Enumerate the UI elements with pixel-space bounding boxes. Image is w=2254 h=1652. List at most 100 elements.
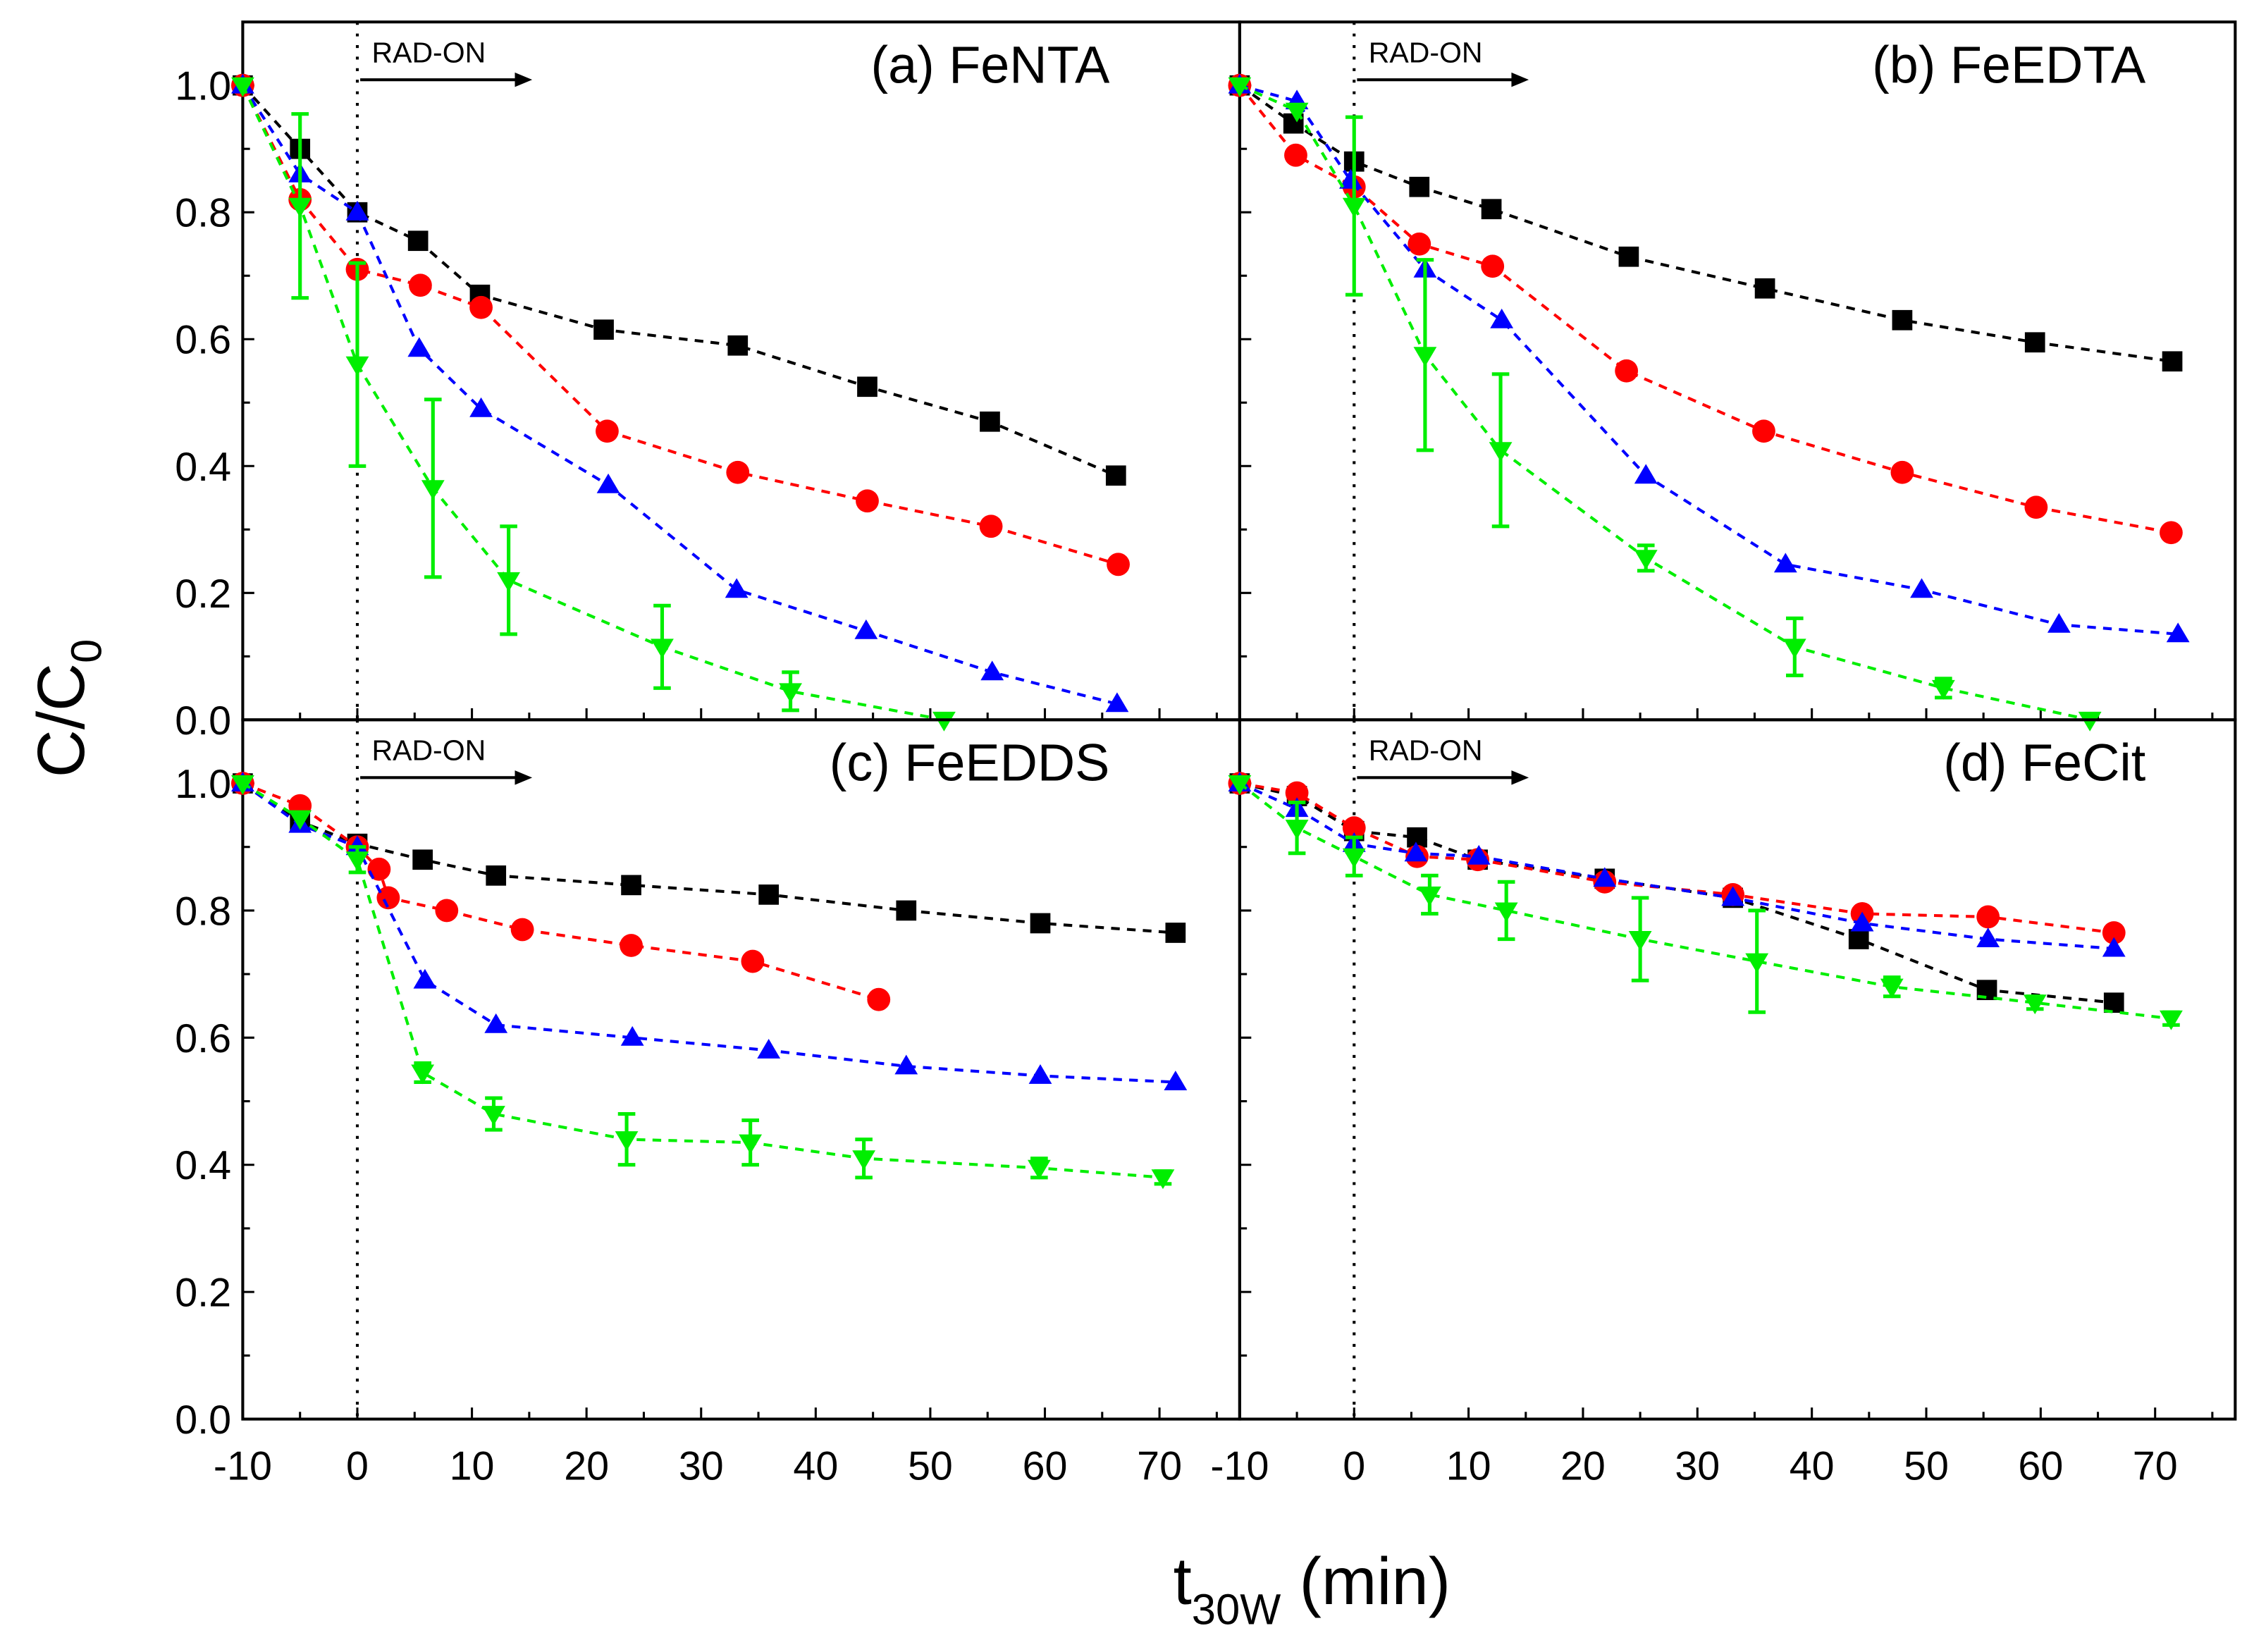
data-point <box>231 775 254 795</box>
data-point <box>1481 254 1505 278</box>
x-tick-label: 70 <box>1137 1444 1182 1489</box>
data-point <box>593 319 614 340</box>
data-point <box>435 899 459 923</box>
data-point <box>979 514 1003 538</box>
series-line <box>242 782 880 1001</box>
data-point <box>1910 578 1933 598</box>
data-point <box>1418 886 1441 906</box>
series-line <box>1239 84 2090 722</box>
data-point <box>739 1134 763 1154</box>
data-point <box>1754 278 1775 299</box>
data-point <box>1228 77 1252 97</box>
data-point <box>1028 1064 1052 1084</box>
data-point <box>620 934 643 957</box>
series-line <box>242 782 1176 935</box>
data-point <box>596 419 619 443</box>
data-point <box>1628 931 1652 951</box>
data-point <box>2162 351 2183 372</box>
data-point <box>1481 199 1502 220</box>
arrowhead-icon <box>1511 72 1529 87</box>
data-point <box>1342 848 1366 868</box>
data-point <box>1285 102 1309 123</box>
data-point <box>1285 781 1309 805</box>
x-tick-label: 30 <box>679 1444 724 1489</box>
data-point <box>469 397 493 417</box>
data-point <box>615 1131 639 1152</box>
data-point <box>510 918 534 942</box>
x-tick-label: 10 <box>1446 1444 1491 1489</box>
data-point <box>1105 692 1129 713</box>
y-tick-label: 1.0 <box>175 64 231 109</box>
data-point <box>1782 639 1806 659</box>
data-point <box>1976 905 2000 929</box>
data-point <box>1030 913 1051 934</box>
data-point <box>980 660 1004 681</box>
data-point <box>1342 816 1366 840</box>
data-point <box>1593 867 1617 887</box>
y-tick-label: 0.6 <box>175 318 231 363</box>
y-tick-label: 0.4 <box>175 445 231 490</box>
data-point <box>1494 902 1518 923</box>
data-point <box>1408 232 1431 256</box>
series-line <box>241 84 1117 477</box>
series-red <box>231 73 1130 577</box>
series-black <box>1229 75 2183 372</box>
series-blue <box>1228 73 2190 643</box>
data-point <box>421 480 445 500</box>
x-tick-label: 20 <box>1560 1444 1606 1489</box>
data-point <box>741 949 765 973</box>
data-point <box>2103 992 2124 1013</box>
panel-title: (c) FeEDDS <box>830 733 1110 791</box>
x-tick-label: 0 <box>346 1444 369 1489</box>
data-point <box>1404 842 1428 862</box>
y-tick-label: 1.0 <box>175 762 231 807</box>
data-point <box>932 711 956 732</box>
data-point <box>497 572 520 592</box>
data-point <box>1284 143 1307 167</box>
x-tick-label: 50 <box>908 1444 953 1489</box>
x-axis-title: t30W (min) <box>1174 1544 1451 1634</box>
data-point <box>407 337 431 357</box>
y-tick-label: 0.4 <box>175 1143 231 1188</box>
panel-3: -10 0 10 20 30 40 50 60 70 RAD-ON (d) FeCit <box>1210 718 2237 1489</box>
data-point <box>345 356 369 376</box>
panel-0: 0.0 0.2 0.4 0.6 0.8 1.0 RAD-ON (a) FeNTA <box>175 20 1241 744</box>
data-point <box>469 295 493 319</box>
rad-on-label: RAD-ON <box>371 734 486 767</box>
data-point <box>726 460 750 484</box>
data-point <box>1490 308 1514 328</box>
y-axis-title: C/C0 <box>24 639 111 778</box>
data-point <box>2047 612 2071 633</box>
data-point <box>1342 197 1366 218</box>
series-black <box>1229 773 2124 1013</box>
data-point <box>413 968 437 989</box>
data-point <box>484 1013 508 1033</box>
rad-on-label: RAD-ON <box>371 37 486 69</box>
series-line <box>1238 84 2173 363</box>
series-green <box>231 775 1175 1190</box>
data-point <box>486 865 507 886</box>
data-point <box>345 200 369 221</box>
data-point <box>2024 332 2045 353</box>
y-tick-label: 0.0 <box>175 1398 231 1443</box>
x-tick-label: 0 <box>1343 1444 1365 1489</box>
y-tick-label: 0.2 <box>175 572 231 617</box>
data-point <box>1027 1159 1051 1180</box>
data-point <box>288 197 312 218</box>
panel-2: 0.0 0.2 0.4 0.6 0.8 1.0 -10 0 10 20 30 40 50 60 70 RAD-… <box>175 718 1241 1489</box>
series-line <box>241 85 1118 705</box>
panel-title: (d) FeCit <box>1943 733 2145 791</box>
data-point <box>409 273 432 297</box>
x-tick-label: 10 <box>450 1444 495 1489</box>
x-tick-label: 40 <box>1790 1444 1835 1489</box>
y-tick-label: 0.0 <box>175 698 231 744</box>
data-point <box>376 886 400 910</box>
data-point <box>1105 465 1126 486</box>
series-line <box>1239 84 2179 636</box>
series-red <box>231 772 891 1011</box>
data-point <box>856 489 879 513</box>
rad-on-label: RAD-ON <box>1369 734 1483 767</box>
data-point <box>852 1150 876 1171</box>
panel-frame <box>241 718 1241 1421</box>
